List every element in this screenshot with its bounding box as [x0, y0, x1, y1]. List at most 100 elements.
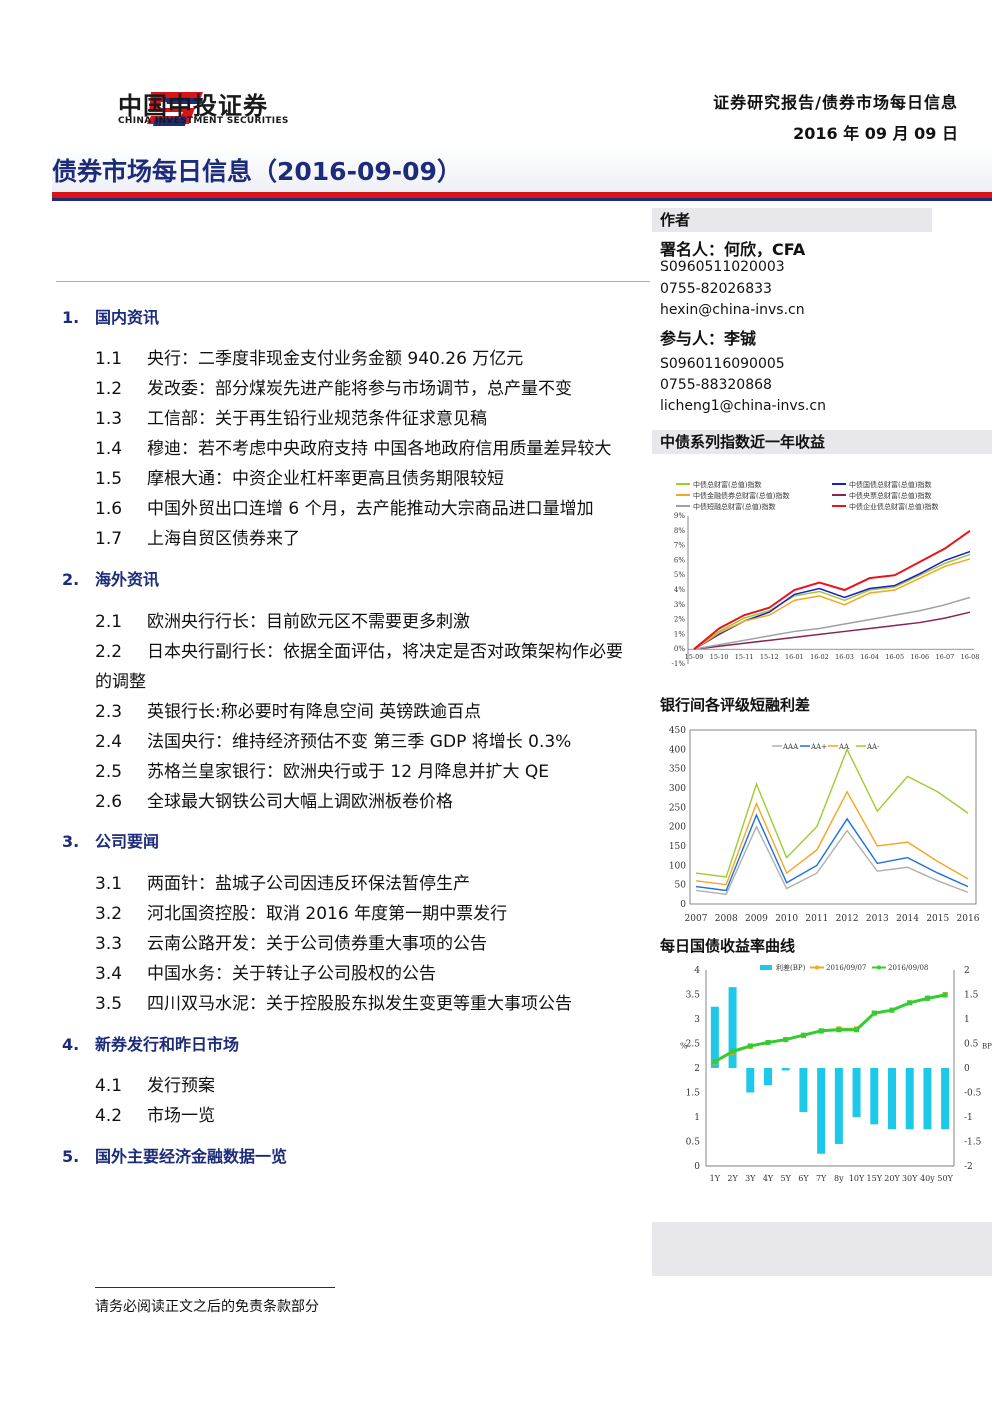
author-email[interactable]: hexin@china-invs.cn — [660, 302, 805, 318]
page-title: 债券市场每日信息（2016-09-09） — [52, 157, 462, 186]
toc-item[interactable]: 2.4 法国央行：维持经济预估不变 第三季 GDP 将增长 0.3% — [95, 732, 572, 752]
legend-marker — [815, 965, 819, 970]
x-tick-label: 16-02 — [810, 653, 829, 661]
plot-frame — [689, 729, 977, 905]
y-tick-label-right: 0 — [964, 1064, 970, 1074]
yield-point — [765, 1040, 771, 1046]
legend-label: 中债短融总财富(总值)指数 — [693, 502, 775, 511]
y-tick-label: 250 — [669, 803, 686, 813]
toc-item[interactable]: 1.4 穆迪：若不考虑中央政府支持 中国各地政府信用质量差异较大 — [95, 439, 612, 459]
report-type: 证券研究报告/债券市场每日信息 — [713, 93, 958, 112]
x-tick-label: 2012 — [836, 914, 859, 924]
x-tick-label: 2011 — [805, 914, 828, 924]
y-tick-label: 1% — [674, 630, 685, 638]
toc-item[interactable]: 3.1 两面针：盐城子公司因违反环保法暂停生产 — [95, 874, 470, 894]
toc-item-continuation[interactable]: 的调整 — [95, 672, 146, 692]
toc-item[interactable]: 1.5 摩根大通：中资企业杠杆率更高且债务期限较短 — [95, 469, 504, 489]
report-date: 2016 年 09 月 09 日 — [793, 124, 958, 143]
spread-bar — [852, 1068, 861, 1117]
title-band — [52, 146, 992, 192]
x-tick-label: 2010 — [775, 914, 798, 924]
y-tick-label: 200 — [669, 823, 686, 833]
participant-phone: 0755-88320868 — [660, 377, 772, 393]
toc-section[interactable]: 3. 公司要闻 — [62, 832, 160, 851]
toc-section[interactable]: 5. 国外主要经济金融数据一览 — [62, 1147, 288, 1166]
yield-point — [818, 1028, 824, 1034]
y-tick-label: 2% — [674, 616, 685, 624]
series-line — [693, 529, 971, 650]
y-tick-label: 0% — [674, 645, 685, 653]
toc-item[interactable]: 2.3 英银行长:称必要时有降息空间 英镑跌逾百点 — [95, 702, 482, 722]
participant-email[interactable]: licheng1@china-invs.cn — [660, 398, 826, 414]
toc-item[interactable]: 3.2 河北国资控股：取消 2016 年度第一期中票发行 — [95, 904, 508, 924]
participant-name: 参与人：李铖 — [660, 329, 757, 348]
title-divider-blue — [52, 198, 992, 201]
spread-bar — [817, 1068, 826, 1154]
toc-section[interactable]: 2. 海外资讯 — [62, 570, 160, 589]
y-tick-label-right: 1 — [964, 1015, 970, 1025]
y-tick-label: 1 — [694, 1113, 700, 1123]
y-tick-label: 9% — [674, 512, 685, 520]
y-tick-label: 1.5 — [686, 1089, 701, 1099]
y-tick-label: 3.5 — [686, 991, 701, 1001]
toc-item[interactable]: 2.2 日本央行副行长：依据全面评估，将决定是否对政策架构作必要 — [95, 642, 623, 662]
y-tick-label: 100 — [669, 861, 686, 871]
toc-item[interactable]: 1.7 上海自贸区债券来了 — [95, 529, 300, 549]
spread-bar — [888, 1068, 896, 1130]
series-line — [695, 813, 969, 892]
x-tick-label: 15-10 — [710, 653, 729, 661]
toc-item[interactable]: 2.5 苏格兰皇家银行：欧洲央行或于 12 月降息并扩大 QE — [95, 762, 549, 782]
y-tick-label: 400 — [669, 745, 686, 755]
series-line — [695, 825, 969, 896]
x-tick-label: 1Y — [710, 1174, 721, 1183]
x-tick-label: 7Y — [816, 1174, 827, 1183]
y-tick-label: 3% — [674, 601, 685, 609]
legend-label: 利差(BP) — [776, 963, 806, 972]
author-name: 署名人：何欣，CFA — [660, 240, 806, 259]
x-tick-label: 2Y — [727, 1174, 738, 1183]
x-tick-label: 40y — [920, 1174, 935, 1183]
y-tick-label: 5% — [674, 571, 685, 579]
toc-item[interactable]: 4.2 市场一览 — [95, 1106, 215, 1126]
yield-line — [714, 993, 946, 1063]
toc-item[interactable]: 1.2 发改委：部分煤炭先进产能将参与市场调节，总产量不变 — [95, 379, 572, 399]
legend-label: AA+ — [810, 743, 827, 751]
toc-item[interactable]: 1.1 央行：二季度非现金支付业务金额 940.26 万亿元 — [95, 349, 524, 369]
x-tick-label: 5Y — [781, 1174, 792, 1183]
spread-chart: 0 50 100 150 200 250 300 350 400 450 2007 2008 2009 2… — [669, 726, 980, 924]
toc-item[interactable]: 2.1 欧洲央行行长：目前欧元区不需要更多刺激 — [95, 612, 470, 632]
yield-point — [907, 1000, 913, 1006]
toc-item[interactable]: 3.3 云南公路开发：关于公司债券重大事项的公告 — [95, 934, 487, 954]
legend-label: 2016/09/07 — [826, 964, 866, 972]
y-tick-label-right: -1.5 — [964, 1138, 982, 1148]
spread-bar — [746, 1068, 755, 1093]
title-divider-red — [52, 192, 992, 198]
toc-item[interactable]: 1.6 中国外贸出口连增 6 个月，去产能推动大宗商品进口量增加 — [95, 499, 594, 519]
legend-label: 中债央票总财富(总值)指数 — [849, 491, 931, 500]
yield-point — [854, 1027, 860, 1033]
yield-point — [924, 995, 930, 1001]
toc-item[interactable]: 3.4 中国水务：关于转让子公司股权的公告 — [95, 964, 436, 984]
y-tick-label: 0 — [680, 900, 686, 910]
toc-item[interactable]: 3.5 四川双马水泥：关于控股股东拟发生变更等重大事项公告 — [95, 994, 572, 1014]
company-logo — [147, 92, 203, 126]
series-line — [693, 558, 971, 650]
toc-item[interactable]: 4.1 发行预案 — [95, 1076, 215, 1096]
toc-section[interactable]: 4. 新券发行和昨日市场 — [62, 1035, 240, 1054]
y-tick-label: 2 — [694, 1064, 700, 1074]
yield-point — [783, 1037, 789, 1043]
x-tick-label: 6Y — [798, 1174, 809, 1183]
toc-item[interactable]: 1.3 工信部：关于再生铅行业规范条件征求意见稿 — [95, 409, 487, 429]
legend-label: 中债国债总财富(总值)指数 — [849, 480, 931, 489]
yield-point — [747, 1043, 753, 1049]
yield-curve-chart: 0 0.5 1 1.5 2 2.5 3 3.5 4 -2 -1.5 -1 -0.5 0 0.5 1 1.5 2% B… — [680, 963, 992, 1183]
sidebar-footer-box — [652, 1222, 992, 1276]
spread-bar — [923, 1068, 932, 1130]
legend-marker — [877, 965, 881, 970]
toc-item[interactable]: 2.6 全球最大钢铁公司大幅上调欧洲板卷价格 — [95, 792, 453, 812]
brand-name: 中国中投证券 — [118, 92, 268, 120]
spread-bar — [799, 1068, 808, 1113]
x-tick-label: 2015 — [926, 914, 949, 924]
toc-section[interactable]: 1. 国内资讯 — [62, 308, 160, 327]
x-tick-label: 10Y — [849, 1174, 865, 1183]
